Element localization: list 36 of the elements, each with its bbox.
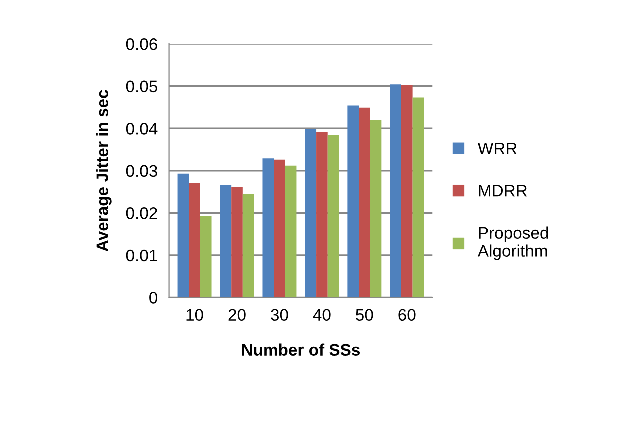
bar (285, 166, 297, 298)
bar (328, 135, 340, 298)
bar (316, 132, 328, 298)
bar (401, 86, 413, 298)
y-tick-label: 0.05 (126, 80, 158, 93)
legend-label: WRR (478, 142, 517, 154)
x-axis-title: Number of SSs (242, 344, 360, 356)
x-tick-label: 40 (313, 309, 331, 322)
bar (412, 98, 424, 298)
y-tick-label: 0.01 (126, 250, 158, 262)
x-tick-label: 50 (356, 309, 374, 322)
bar (242, 194, 254, 298)
x-tick-label: 20 (228, 309, 246, 322)
legend-label: MDRR (479, 185, 528, 197)
bar (390, 84, 402, 298)
bar (348, 106, 360, 298)
bar (359, 108, 370, 298)
x-tick-label: 30 (271, 309, 288, 322)
y-tick-label: 0.04 (126, 123, 158, 135)
y-axis-title: Average Jitter in sec (96, 90, 112, 252)
bar (200, 216, 212, 298)
x-tick-label: 60 (398, 309, 416, 322)
bar (262, 158, 274, 298)
bar (274, 160, 286, 298)
bar (232, 186, 243, 298)
y-tick-label: 0.06 (126, 38, 158, 50)
legend-label: Proposed Algorithm (478, 226, 548, 260)
bar (370, 120, 382, 298)
bar (305, 129, 317, 298)
bar (220, 185, 232, 298)
bar (189, 183, 200, 298)
y-tick-label: 0.03 (126, 165, 158, 178)
y-tick-label: 0 (150, 292, 158, 304)
y-tick-label: 0.02 (126, 208, 158, 220)
bar (178, 174, 190, 298)
x-tick-label: 10 (186, 309, 204, 322)
